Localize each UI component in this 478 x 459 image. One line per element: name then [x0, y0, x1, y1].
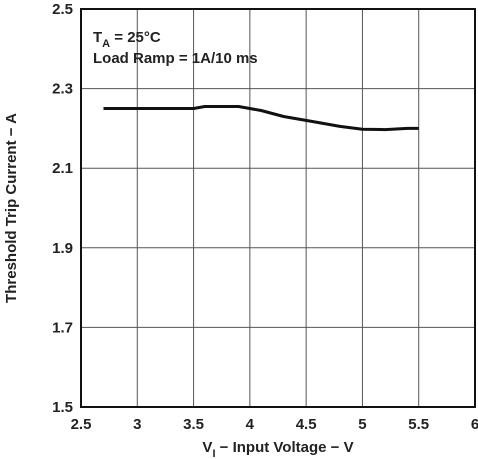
- series-line: [103, 105, 419, 132]
- y-axis-label: Threshold Trip Current − A: [3, 113, 20, 303]
- tick-labels: 2.5 3 3.5 4 4.5 5 5.5 6 1.5 1.7 1.9 2.1 2.3 2.5: [52, 1, 478, 433]
- plot-area-frame: [80, 8, 476, 408]
- annotation-temperature-suffix: = 25°C: [110, 29, 161, 46]
- x-tick-label: 2.5: [71, 416, 92, 433]
- annotation-temperature: TA = 25°C: [93, 29, 161, 50]
- y-tick-label: 1.7: [52, 319, 73, 336]
- annotation-temperature-subscript: A: [102, 38, 110, 50]
- grid: [81, 9, 475, 407]
- x-tick-label: 5.5: [408, 416, 429, 433]
- x-axis-label-suffix: − Input Voltage − V: [216, 439, 354, 456]
- x-tick-label: 6: [471, 416, 478, 433]
- y-tick-label: 1.9: [52, 240, 73, 257]
- x-tick-label: 4.5: [296, 416, 317, 433]
- x-tick-label: 3: [133, 416, 141, 433]
- y-tick-label: 2.3: [52, 81, 73, 98]
- y-tick-label: 1.5: [52, 399, 73, 416]
- x-axis-label-prefix: V: [202, 439, 212, 456]
- annotation-temperature-prefix: T: [93, 29, 102, 46]
- series-layer: [103, 105, 419, 132]
- y-tick-label: 2.5: [52, 1, 73, 18]
- x-tick-label: 4: [246, 416, 255, 433]
- x-tick-label: 3.5: [183, 416, 204, 433]
- y-tick-label: 2.1: [52, 160, 73, 177]
- x-axis-label: VI − Input Voltage − V: [202, 439, 353, 459]
- x-tick-label: 5: [358, 416, 366, 433]
- annotation-load-ramp: Load Ramp = 1A/10 ms: [93, 50, 258, 67]
- x-axis-label-subscript: I: [212, 448, 215, 459]
